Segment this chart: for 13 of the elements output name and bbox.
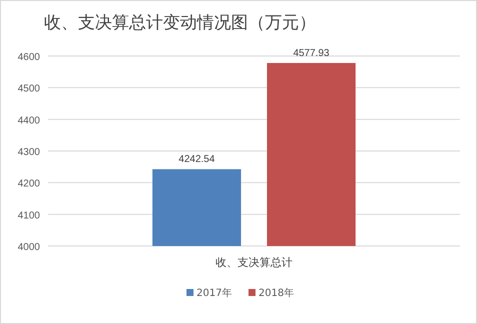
legend-label: 2018年 xyxy=(258,287,294,299)
y-tick-label: 4100 xyxy=(18,210,40,222)
y-tick-label: 4000 xyxy=(18,242,40,253)
y-tick-label: 4400 xyxy=(18,115,40,126)
y-tick-label: 4500 xyxy=(18,84,40,95)
legend-label: 2017年 xyxy=(196,287,232,299)
y-tick-label: 4300 xyxy=(18,147,40,158)
data-label: 4242.54 xyxy=(178,154,216,166)
x-tick-label: 收、支决算总计 xyxy=(216,256,292,269)
y-tick-label: 4600 xyxy=(18,52,40,63)
chart-title: 收、支决算总计变动情况图（万元） xyxy=(44,13,316,33)
data-label: 4577.93 xyxy=(293,48,330,59)
y-tick-label: 4200 xyxy=(18,178,40,190)
